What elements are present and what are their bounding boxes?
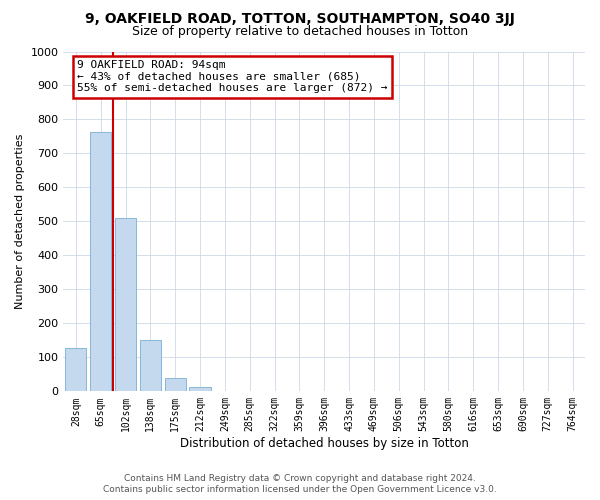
Text: 9, OAKFIELD ROAD, TOTTON, SOUTHAMPTON, SO40 3JJ: 9, OAKFIELD ROAD, TOTTON, SOUTHAMPTON, S…: [85, 12, 515, 26]
Text: Size of property relative to detached houses in Totton: Size of property relative to detached ho…: [132, 25, 468, 38]
Bar: [90, 132, 111, 392]
Bar: [164, 378, 186, 392]
Text: 9 OAKFIELD ROAD: 94sqm
← 43% of detached houses are smaller (685)
55% of semi-de: 9 OAKFIELD ROAD: 94sqm ← 43% of detached…: [77, 60, 388, 93]
Bar: [190, 387, 211, 392]
Bar: [115, 218, 136, 392]
Text: Contains HM Land Registry data © Crown copyright and database right 2024.
Contai: Contains HM Land Registry data © Crown c…: [103, 474, 497, 494]
Y-axis label: Number of detached properties: Number of detached properties: [15, 134, 25, 309]
X-axis label: Distribution of detached houses by size in Totton: Distribution of detached houses by size …: [180, 437, 469, 450]
Bar: [65, 348, 86, 392]
Bar: [140, 340, 161, 392]
